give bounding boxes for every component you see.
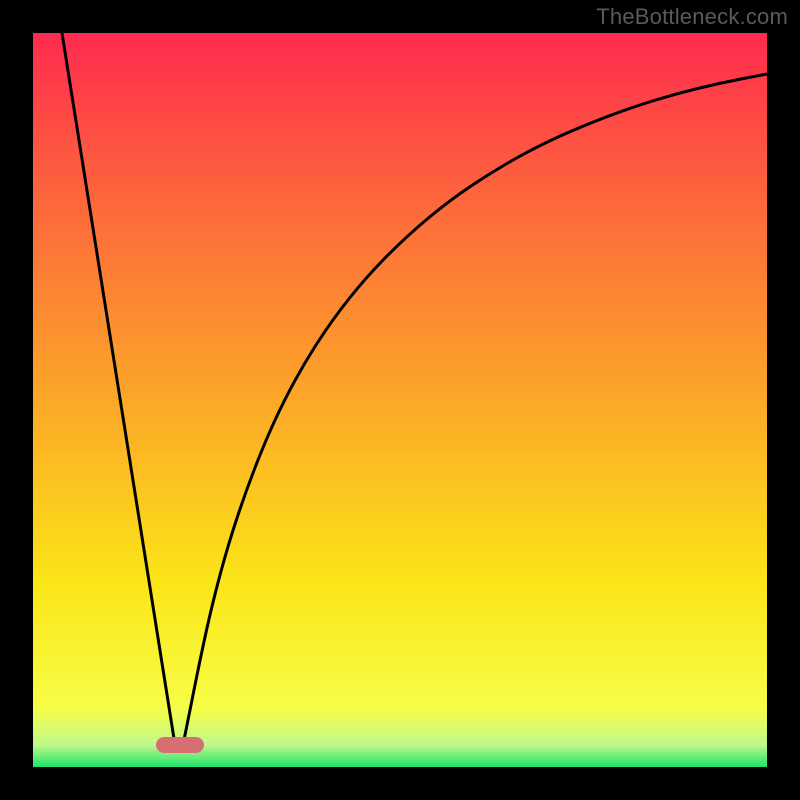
left-curve xyxy=(62,33,175,745)
bottleneck-chart: TheBottleneck.com xyxy=(0,0,800,800)
watermark-text: TheBottleneck.com xyxy=(596,4,788,30)
right-curve xyxy=(183,74,767,745)
curve-overlay xyxy=(0,0,800,800)
min-marker xyxy=(156,737,204,753)
